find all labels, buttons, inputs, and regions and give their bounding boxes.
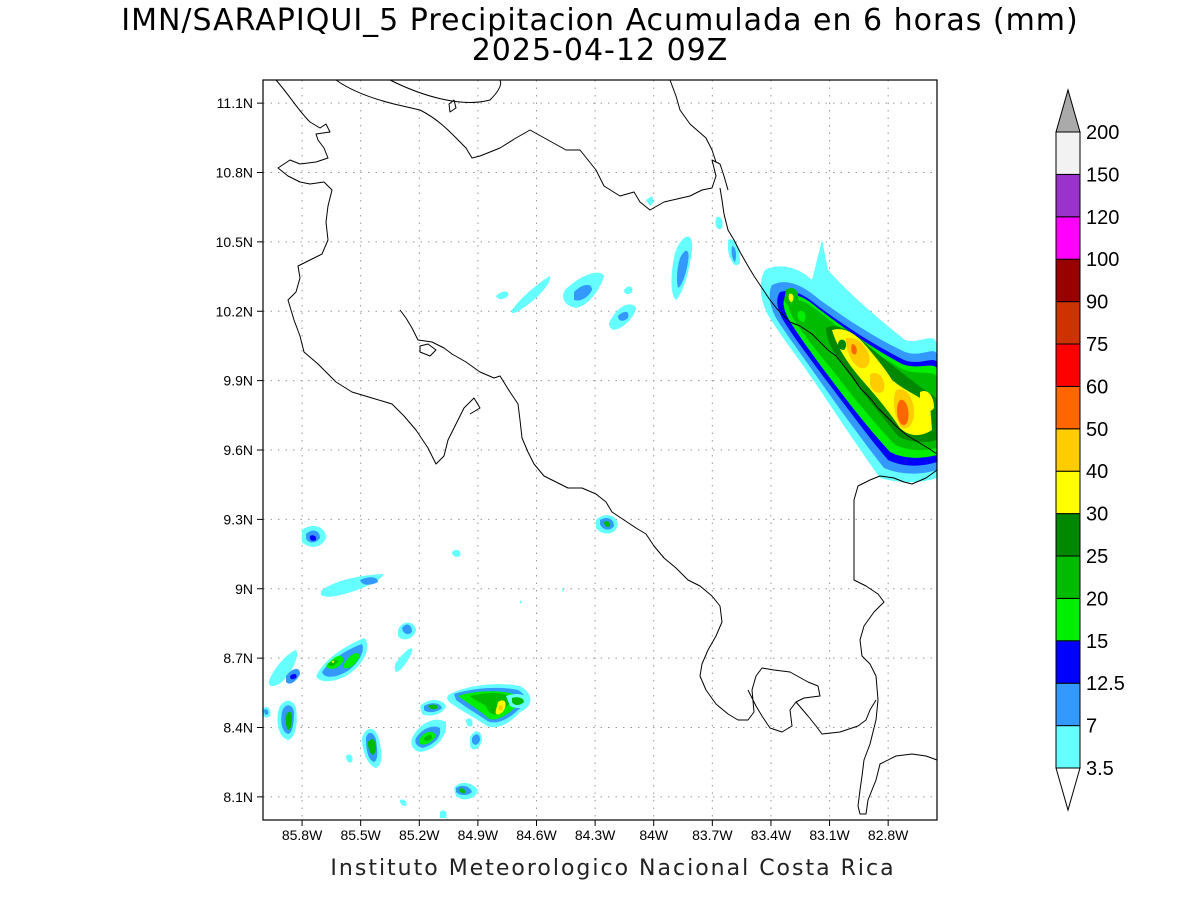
latitude-labels: 8.1N 8.4N 8.7N 9N 9.3N 9.6N 9.9N 10.2N 10.5N 10.8…: [216, 95, 263, 805]
colorbar-level-label: 30: [1086, 504, 1108, 526]
colorbar-level-label: 50: [1086, 419, 1108, 441]
nicaragua-coast-north: [389, 79, 717, 163]
colorbar-swatch-9: [1055, 343, 1081, 387]
lat-tick-label: 9N: [235, 581, 253, 597]
lat-tick-label: 9.3N: [223, 511, 253, 527]
colorbar-swatch-4: [1055, 555, 1081, 599]
colorbar-level-label: 3.5: [1086, 758, 1114, 780]
colorbar-level-label: 40: [1086, 461, 1108, 483]
colorbar-level-label: 75: [1086, 334, 1108, 356]
colorbar-swatch-0: [1055, 725, 1081, 769]
colorbar-swatch-1: [1055, 682, 1081, 727]
lon-tick-label: 84.9W: [458, 827, 499, 843]
nicaragua-lake-shore: [275, 79, 481, 465]
lat-tick-label: 9.6N: [223, 442, 253, 458]
colorbar-max-triangle: [1055, 88, 1081, 133]
lat-lon-grid: [263, 80, 937, 820]
northern-showers: [496, 196, 740, 534]
colorbar-min-triangle: [1055, 767, 1081, 812]
colorbar-swatch-7: [1055, 428, 1081, 472]
colorbar-level-label: 20: [1086, 588, 1108, 610]
lon-tick-label: 84.6W: [516, 827, 557, 843]
rain-band-30-b: [920, 390, 934, 411]
golfo-de-nicoya-island: [419, 343, 437, 357]
credit-text: Instituto Meteorologico Nacional Costa R…: [330, 856, 896, 881]
colorbar-swatch-14: [1055, 131, 1081, 175]
lon-tick-label: 85.2W: [399, 827, 440, 843]
caribbean-rain-band: [760, 240, 937, 483]
colorbar-level-label: 25: [1086, 546, 1108, 568]
precipitation-field: [262, 196, 937, 818]
lon-tick-label: 82.8W: [868, 827, 909, 843]
caribbean-coast: [719, 187, 938, 455]
coastlines-and-borders: [275, 79, 938, 815]
lon-tick-label: 84W: [639, 827, 669, 843]
lat-tick-label: 10.2N: [216, 303, 253, 319]
colorbar-level-label: 200: [1086, 122, 1119, 144]
colorbar-swatch-2: [1055, 640, 1081, 684]
colorbar-swatch-11: [1055, 258, 1081, 303]
lat-tick-label: 8.4N: [223, 720, 253, 736]
colorbar-level-label: 90: [1086, 292, 1108, 314]
lake-island: [448, 99, 457, 113]
map-title: IMN/SARAPIQUI_5 Precipitacion Acumulada …: [121, 3, 1079, 38]
colorbar-level-label: 60: [1086, 376, 1108, 398]
panama-border: [853, 469, 938, 815]
pacific-showers: [262, 525, 564, 818]
colorbar-level-label: 120: [1086, 207, 1119, 229]
map-valid-time: 2025-04-12 09Z: [471, 33, 729, 68]
longitude-labels: 85.8W 85.5W 85.2W 84.9W 84.6W 84.3W 84W 83.7W 83…: [282, 820, 909, 843]
colorbar-swatch-5: [1055, 513, 1081, 557]
osa-peninsula: [795, 699, 877, 735]
lon-tick-label: 85.5W: [340, 827, 381, 843]
lon-tick-label: 85.8W: [282, 827, 323, 843]
colorbar-level-label: 100: [1086, 249, 1119, 271]
colorbar-level-label: 15: [1086, 631, 1108, 653]
lon-tick-label: 83.7W: [692, 827, 733, 843]
colorbar-level-label: 150: [1086, 164, 1119, 186]
nicaragua-border: [335, 79, 729, 211]
rain-band-40-b: [870, 373, 885, 393]
rain-band-50: [896, 399, 909, 426]
lon-tick-label: 83.1W: [809, 827, 850, 843]
colorbar-swatch-12: [1055, 216, 1081, 260]
colorbar-level-label: 12.5: [1086, 673, 1125, 695]
lat-tick-label: 10.5N: [216, 234, 253, 250]
lat-tick-label: 8.7N: [223, 650, 253, 666]
colorbar-swatch-10: [1055, 301, 1081, 345]
rain-band-50-b: [851, 344, 857, 355]
colorbar-swatch-3: [1055, 597, 1081, 642]
rain-band-peak-yellow: [788, 293, 794, 302]
lon-tick-label: 84.3W: [575, 827, 616, 843]
colorbar-legend: 3.5 7 12.5 15 20 25 30 40 50 60 75 90 100 120 150 200: [1055, 88, 1125, 812]
lat-tick-label: 8.1N: [223, 789, 253, 805]
colorbar-swatch-8: [1055, 385, 1081, 430]
lat-tick-label: 9.9N: [223, 373, 253, 389]
lat-tick-label: 11.1N: [217, 95, 253, 111]
rain-band-green-sw: [797, 310, 806, 322]
lat-tick-label: 10.8N: [216, 165, 253, 181]
rain-band-25-b: [837, 339, 847, 350]
colorbar-level-label: 7: [1086, 716, 1097, 738]
lon-tick-label: 83.4W: [751, 827, 792, 843]
central-pacific-coast: [399, 309, 821, 733]
colorbar-swatch-13: [1055, 173, 1081, 218]
map-frame: [262, 79, 938, 821]
colorbar-swatch-6: [1055, 470, 1081, 515]
